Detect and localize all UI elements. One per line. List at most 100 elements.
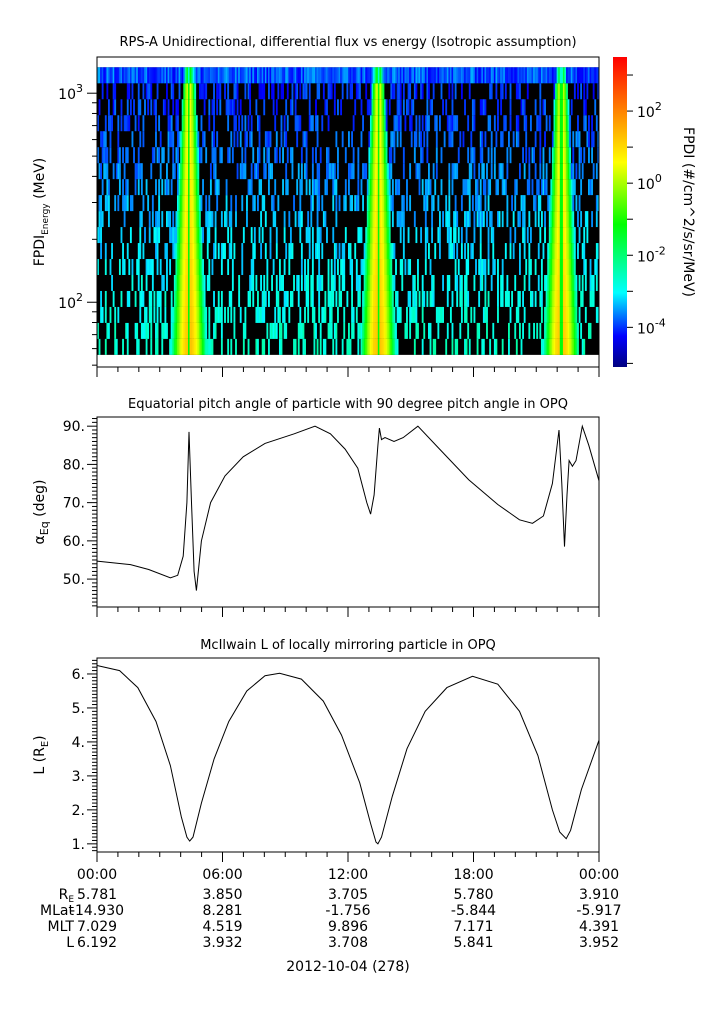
spectrogram-cell — [181, 322, 184, 339]
spectrogram-cell — [501, 83, 504, 100]
spectrogram-cell — [335, 179, 338, 196]
spectrogram-cell — [267, 147, 270, 164]
spectrogram-cell — [509, 83, 512, 100]
spectrogram-cell — [459, 131, 462, 148]
spectrogram-cell — [250, 179, 253, 196]
spectrogram-cell — [327, 163, 330, 180]
spectrogram-cell — [164, 322, 167, 339]
spectrogram-cell — [162, 322, 165, 339]
spectrogram-cell — [194, 211, 197, 228]
spectrogram-cell — [566, 115, 568, 132]
spectrogram-cell — [384, 99, 386, 116]
spectrogram-cell — [258, 67, 261, 84]
spectrogram-cell — [385, 115, 388, 132]
spectrogram-cell — [454, 163, 457, 180]
spectrogram-cell — [318, 274, 321, 291]
colorbar-tick-label: 102 — [637, 100, 662, 121]
spectrogram-cell — [380, 243, 383, 260]
spectrogram-cell — [374, 179, 377, 196]
spectrogram-cell — [473, 306, 476, 323]
spectrogram-cell — [409, 83, 412, 100]
spectrogram-cell — [384, 131, 386, 148]
spectrogram-cell — [520, 338, 523, 355]
spectrogram-cell — [100, 290, 103, 307]
spectrogram-cell — [228, 211, 231, 228]
spectrogram-cell — [380, 99, 383, 116]
spectrogram-cell — [556, 274, 559, 291]
spectrogram-cell — [487, 115, 490, 132]
spectrogram-cell — [250, 163, 253, 180]
spectrogram-cell — [260, 274, 263, 291]
spectrogram-cell — [402, 163, 405, 180]
spectrogram-cell — [454, 83, 457, 100]
spectrogram-cell — [468, 211, 471, 228]
spectrogram-cell — [261, 195, 264, 212]
spectrogram-cell — [300, 67, 303, 84]
spectrogram-cell — [203, 290, 206, 307]
spectrogram-cell — [384, 179, 386, 196]
spectrogram-cell — [526, 83, 529, 100]
spectrogram-cell — [322, 211, 325, 228]
spectrogram-cell — [189, 179, 192, 196]
spectrogram-cell — [448, 163, 451, 180]
spectrogram-cell — [153, 227, 156, 244]
spectrogram-cell — [371, 115, 374, 132]
spectrogram-cell — [307, 67, 310, 84]
spectrogram-cell — [296, 67, 299, 84]
spectrogram-cell — [490, 163, 493, 180]
spectrogram-cell — [177, 179, 179, 196]
spectrogram-cell — [197, 306, 200, 323]
spectrogram-cell — [98, 211, 101, 228]
spectrogram-cell — [98, 99, 101, 116]
spectrogram-cell — [555, 274, 557, 291]
ephemeris-value: 3.850 — [202, 887, 242, 903]
spectrogram-cell — [385, 131, 388, 148]
spectrogram-cell — [456, 67, 459, 84]
spectrogram-cell — [200, 274, 203, 291]
spectrogram-cell — [252, 67, 255, 84]
spectrogram-cell — [341, 338, 344, 355]
spectrogram-cell — [492, 243, 495, 260]
spectrogram-cell — [379, 338, 382, 355]
spectrogram-cell — [191, 322, 193, 339]
spectrogram-cell — [300, 243, 303, 260]
spectrogram-cell — [205, 338, 208, 355]
spectrogram-cell — [398, 99, 401, 116]
l-shell-y-tick-label: 2. — [72, 803, 85, 819]
spectrogram-cell — [197, 322, 200, 339]
spectrogram-cell — [577, 243, 579, 260]
spectrogram-cell — [550, 338, 553, 355]
spectrogram-cell — [551, 322, 554, 339]
l-shell-y-tick-label: 4. — [72, 735, 85, 751]
spectrogram-cell — [479, 99, 482, 116]
spectrogram-cell — [539, 83, 542, 100]
spectrogram-cell — [177, 227, 179, 244]
spectrogram-cell — [497, 67, 499, 84]
spectrogram-cell — [421, 290, 424, 307]
spectrogram-cell — [523, 115, 526, 132]
spectrogram-cell — [183, 115, 186, 132]
spectrogram-cell — [147, 67, 150, 84]
spectrogram-cell — [420, 227, 423, 244]
spectrogram-cell — [514, 274, 517, 291]
spectrogram-cell — [597, 306, 600, 323]
spectrogram-cell — [492, 322, 495, 339]
spectrogram-cell — [291, 147, 294, 164]
spectrogram-cell — [183, 195, 186, 212]
spectrogram-cell — [420, 131, 423, 148]
spectrogram-cell — [504, 290, 507, 307]
spectrogram-cell — [332, 195, 335, 212]
spectrogram-cell — [214, 211, 217, 228]
spectrogram-cell — [417, 274, 419, 291]
spectrogram-cell — [249, 83, 252, 100]
spectrogram-cell — [371, 179, 374, 196]
spectrogram-cell — [192, 115, 195, 132]
spectrogram-cell — [194, 243, 197, 260]
spectrogram-cell — [269, 131, 272, 148]
spectrogram-cell — [133, 67, 135, 84]
spectrogram-cell — [249, 274, 252, 291]
spectrogram-cell — [399, 306, 402, 323]
spectrogram-cell — [424, 211, 427, 228]
spectrogram-cell — [357, 67, 360, 84]
spectrogram-cell — [155, 99, 157, 116]
